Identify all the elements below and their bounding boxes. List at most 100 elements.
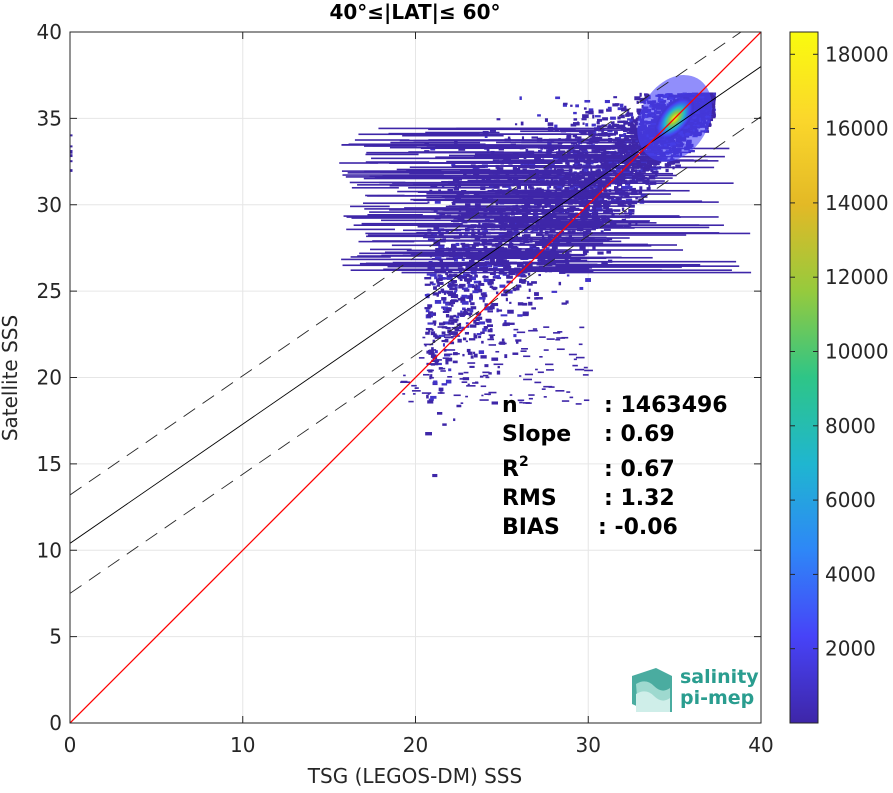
density-cell (596, 137, 603, 140)
density-streak (390, 141, 481, 144)
density-cell (502, 259, 507, 262)
density-cell (519, 273, 524, 277)
density-cell (569, 169, 572, 173)
density-streak (448, 205, 634, 207)
density-streak (539, 239, 610, 242)
density-cell (451, 274, 455, 278)
density-cell (516, 221, 523, 226)
density-cell (593, 202, 597, 207)
density-cell (460, 255, 463, 259)
density-cell (546, 186, 550, 191)
density-streak (392, 182, 565, 184)
density-cell (501, 264, 508, 267)
density-cell (624, 108, 630, 112)
density-cell (539, 229, 543, 234)
density-cell (606, 250, 612, 254)
density-streak (452, 200, 607, 203)
density-cell (634, 96, 641, 101)
density-streak (557, 232, 751, 235)
density-cell (462, 245, 465, 249)
density-cell (620, 114, 625, 119)
density-streak (566, 391, 571, 393)
density-cell (426, 314, 431, 318)
density-cell (433, 322, 437, 326)
y-tick-label: 35 (37, 106, 62, 130)
density-cell (602, 194, 610, 198)
density-cell (527, 281, 530, 285)
density-cell (491, 401, 499, 405)
density-cell (631, 143, 639, 147)
density-streak (558, 157, 668, 159)
density-streak (460, 402, 464, 404)
stat-rms-value: : 1.32 (604, 486, 675, 511)
density-streak (561, 336, 569, 339)
density-cell (566, 136, 571, 140)
density-cell (433, 210, 438, 213)
stat-bias-label: BIAS (502, 515, 560, 540)
density-streak (397, 190, 544, 193)
density-streak (348, 143, 486, 146)
chart-title: 40°≤|LAT|≤ 60° (329, 0, 500, 24)
density-cell (446, 274, 451, 278)
density-cell (612, 161, 617, 165)
density-cell (601, 185, 609, 188)
density-cell (469, 299, 472, 303)
density-cell (466, 325, 470, 328)
density-cell (589, 161, 594, 165)
density-cell (486, 147, 490, 152)
density-cell (558, 281, 562, 286)
density-cell (449, 287, 456, 290)
density-cell (438, 322, 444, 326)
density-streak (521, 266, 593, 269)
density-cell (467, 312, 473, 316)
density-streak (400, 380, 408, 383)
density-cell (613, 131, 618, 135)
density-cell (611, 123, 617, 128)
x-tick-label: 20 (403, 733, 428, 757)
density-cell (70, 169, 73, 172)
density-cell (592, 188, 598, 191)
density-cell (623, 168, 630, 172)
density-cell (489, 272, 496, 275)
density-cell (583, 107, 587, 110)
density-cell (596, 197, 603, 202)
density-cell (497, 309, 503, 312)
density-cell (477, 228, 480, 233)
density-cell (628, 130, 635, 134)
density-cell (708, 118, 714, 122)
density-cell (434, 270, 440, 274)
density-cell (428, 352, 435, 355)
density-cell (548, 185, 552, 189)
density-cell (612, 121, 615, 124)
density-streak (425, 331, 430, 334)
density-streak (436, 146, 580, 148)
density-cell (572, 207, 580, 210)
density-cell (430, 148, 436, 151)
density-streak (456, 253, 500, 256)
density-cell (430, 185, 438, 189)
density-cell (591, 123, 596, 127)
density-streak (578, 343, 583, 346)
density-cell (570, 185, 573, 188)
density-cell (496, 370, 501, 375)
density-cell (582, 122, 585, 125)
density-cell (577, 163, 583, 167)
density-cell (508, 272, 516, 276)
density-cell (493, 269, 497, 274)
density-cell (456, 404, 462, 408)
density-streak (435, 361, 439, 363)
density-cell (470, 302, 475, 306)
density-cell (437, 281, 444, 285)
density-cell (497, 246, 505, 249)
density-cell (432, 339, 436, 343)
density-cell (513, 334, 517, 338)
density-streak (481, 394, 484, 397)
density-cell (591, 130, 597, 134)
density-cell (650, 168, 654, 173)
density-streak (487, 338, 495, 341)
density-cell (484, 306, 490, 311)
density-cell (506, 275, 513, 279)
density-cell (453, 188, 460, 191)
density-cell (521, 234, 529, 237)
